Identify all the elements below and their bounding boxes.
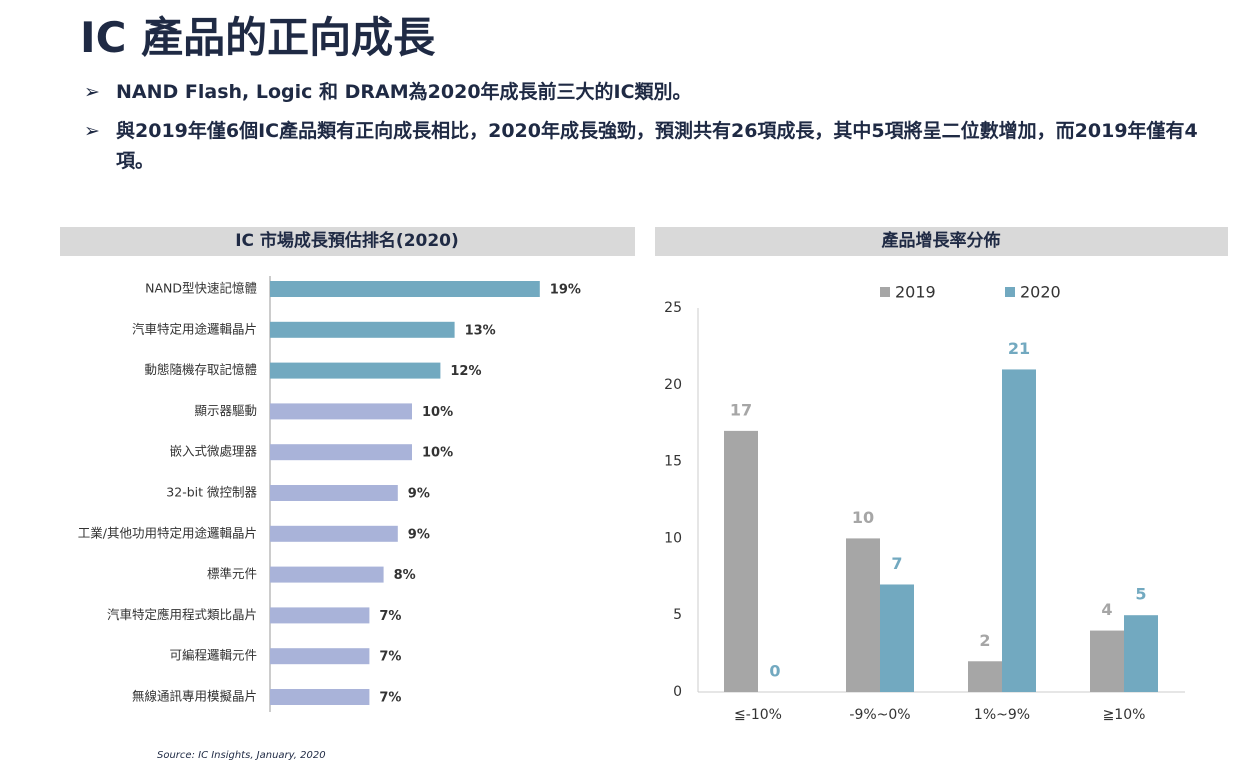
legend-swatch	[880, 287, 890, 297]
value-label: 2	[979, 631, 990, 650]
bar	[270, 525, 398, 542]
bar	[270, 566, 384, 583]
value-label: 13%	[465, 323, 496, 338]
bar	[270, 444, 412, 461]
chart-title: 產品增長率分佈	[882, 230, 1001, 251]
bar	[880, 584, 914, 692]
x-tick-label: ≧10%	[1103, 707, 1146, 723]
value-label: 12%	[450, 364, 481, 379]
bar	[270, 607, 370, 624]
y-tick-label: 5	[673, 607, 682, 623]
bar	[270, 281, 540, 297]
bar	[1090, 630, 1124, 692]
bar	[270, 648, 370, 665]
bullet: ➢ NAND Flash, Logic 和 DRAM為2020年成長前三大的IC類…	[84, 77, 1234, 107]
y-tick-label: 汽車特定用途邏輯晶片	[132, 321, 257, 336]
value-label: 10%	[422, 405, 453, 420]
bullet: ➢ 與2019年僅6個IC產品類有正向成長相比，2020年成長強勁，預測共有26項…	[84, 116, 1234, 176]
y-tick-label: 動態隨機存取記憶體	[144, 362, 257, 377]
y-tick-label: 顯示器驅動	[194, 403, 257, 418]
legend-swatch	[1005, 287, 1015, 297]
y-tick-label: 嵌入式微處理器	[169, 444, 257, 459]
bar	[270, 485, 398, 501]
value-label: 7%	[379, 650, 401, 665]
value-label: 0	[769, 662, 780, 681]
value-label: 17	[730, 400, 752, 419]
value-label: 9%	[408, 487, 430, 502]
y-tick-label: 10	[664, 530, 682, 546]
bar	[1002, 369, 1036, 692]
y-tick-label: 20	[664, 377, 682, 393]
value-label: 9%	[408, 527, 430, 542]
bar	[724, 430, 758, 692]
value-label: 5	[1135, 585, 1146, 604]
y-tick-label: 汽車特定應用程式類比晶片	[107, 607, 257, 622]
bar	[968, 661, 1002, 692]
source-note: Source: IC Insights, January, 2020	[157, 750, 326, 761]
x-tick-label: ≦-10%	[734, 707, 782, 723]
value-label: 4	[1101, 600, 1112, 619]
bar	[270, 321, 455, 338]
chart-header	[60, 227, 635, 256]
y-tick-label: NAND型快速記憶體	[145, 281, 257, 296]
value-label: 21	[1008, 339, 1030, 358]
value-label: 19%	[550, 283, 581, 298]
value-label: 10%	[422, 446, 453, 461]
bar	[1124, 615, 1158, 692]
y-tick-label: 32-bit 微控制器	[166, 485, 257, 500]
x-tick-label: 1%~9%	[974, 707, 1030, 723]
value-label: 7	[891, 554, 902, 573]
y-tick-label: 15	[664, 454, 682, 470]
value-label: 10	[852, 508, 874, 527]
bar	[846, 538, 880, 692]
y-tick-label: 25	[664, 300, 682, 316]
x-tick-label: -9%~0%	[849, 707, 910, 723]
legend-label: 2019	[895, 283, 936, 302]
y-tick-label: 0	[673, 684, 682, 700]
y-tick-label: 標準元件	[207, 566, 257, 581]
chart-header	[655, 227, 1228, 256]
bullet-text: 與2019年僅6個IC產品類有正向成長相比，2020年成長強勁，預測共有26項成…	[116, 120, 1198, 172]
page-title: IC 產品的正向成長	[80, 13, 436, 62]
y-tick-label: 工業/其他功用特定用途邏輯晶片	[78, 525, 257, 540]
bar	[270, 362, 441, 379]
value-label: 7%	[379, 691, 401, 706]
legend-label: 2020	[1020, 283, 1061, 302]
bar	[270, 403, 412, 420]
bar	[270, 689, 370, 705]
value-label: 7%	[379, 609, 401, 624]
bullet-text: NAND Flash, Logic 和 DRAM為2020年成長前三大的IC類別…	[116, 81, 692, 103]
y-tick-label: 可編程邏輯元件	[169, 648, 257, 663]
value-label: 8%	[394, 568, 416, 583]
y-tick-label: 無線通訊專用模擬晶片	[132, 689, 257, 704]
chart-title: IC 市場成長預估排名(2020)	[235, 230, 459, 251]
